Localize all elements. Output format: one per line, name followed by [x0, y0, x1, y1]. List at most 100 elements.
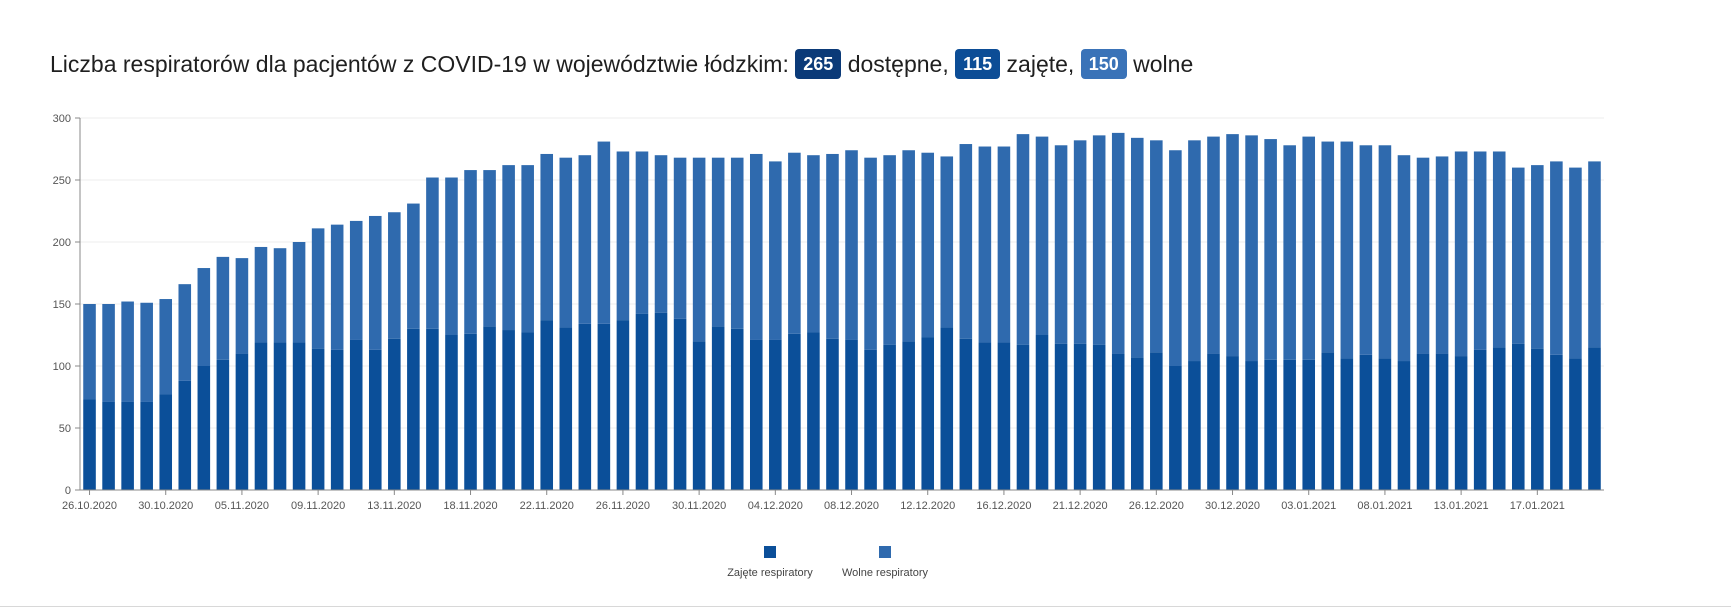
bar-free — [597, 141, 611, 324]
x-tick-label: 13.01.2021 — [1434, 500, 1489, 512]
bar-occupied — [1150, 352, 1163, 490]
grid-lines — [80, 117, 1604, 429]
bar-occupied — [807, 332, 820, 490]
bar-free — [483, 170, 496, 327]
bar-occupied — [597, 323, 611, 490]
bar-occupied — [559, 327, 573, 490]
bar-occupied — [1569, 358, 1582, 490]
bar-free — [102, 304, 115, 402]
bar-occupied — [1321, 352, 1335, 490]
bar-occupied — [616, 320, 630, 490]
x-tick-label: 09.11.2020 — [291, 500, 345, 512]
bar-free — [1473, 151, 1487, 350]
bar-occupied — [1016, 344, 1030, 490]
bar-free — [1016, 134, 1030, 345]
bar-occupied — [959, 338, 973, 490]
x-tick-label: 16.12.2020 — [976, 500, 1031, 512]
bar-free — [1511, 167, 1525, 344]
bar-free — [1073, 140, 1087, 344]
y-tick-label: 200 — [53, 237, 71, 249]
chart-title: Liczba respiratorów dla pacjentów z COVI… — [50, 44, 1193, 84]
bar-occupied — [1169, 366, 1182, 490]
bar-free — [1035, 136, 1049, 335]
bar-free — [1283, 145, 1296, 360]
bar-free — [1397, 155, 1411, 362]
bar-free — [1245, 135, 1258, 362]
bar-free — [883, 155, 896, 345]
bar-occupied — [388, 338, 401, 490]
y-tick-label: 150 — [53, 299, 71, 311]
y-tick-label: 50 — [59, 423, 71, 435]
bar-free — [692, 157, 706, 342]
bar-free — [254, 246, 268, 343]
bar-occupied — [140, 401, 153, 490]
y-tick-label: 0 — [65, 485, 71, 497]
bar-free — [140, 302, 153, 402]
bar-free — [711, 157, 725, 327]
bars — [83, 132, 1601, 490]
bar-free — [121, 301, 134, 402]
bar-occupied — [483, 326, 496, 490]
bottom-divider — [0, 606, 1731, 607]
free-count-badge: 150 — [1080, 49, 1127, 79]
bar-free — [1378, 145, 1392, 359]
bar-free — [978, 146, 992, 343]
bar-free — [1111, 132, 1125, 354]
y-tick-label: 300 — [53, 113, 71, 125]
bar-occupied — [826, 338, 839, 490]
bar-occupied — [102, 401, 115, 490]
available-count-badge: 265 — [795, 49, 842, 79]
bar-free — [1130, 137, 1144, 358]
x-tick-label: 13.11.2020 — [367, 500, 421, 512]
bar-occupied — [1130, 357, 1144, 490]
bar-free — [216, 256, 230, 360]
axes: 0 50 100 150 200 250 300 26.10.2020 30.10.2020 05… — [53, 113, 1604, 512]
bar-free — [673, 157, 687, 319]
bar-free — [1169, 150, 1182, 366]
bar-free — [1054, 145, 1068, 344]
bar-free — [654, 155, 668, 313]
bar-free — [578, 155, 592, 324]
bar-free — [559, 157, 573, 328]
bar-occupied — [654, 312, 668, 490]
bar-occupied — [578, 323, 592, 490]
occupied-label: zajęte, — [1006, 51, 1075, 77]
bar-free — [902, 150, 915, 342]
y-tick-label: 250 — [53, 175, 71, 187]
x-tick-label: 26.12.2020 — [1129, 500, 1184, 512]
bar-occupied — [921, 337, 935, 490]
bar-free — [997, 146, 1011, 343]
bar-free — [330, 224, 344, 350]
bar-occupied — [864, 349, 877, 490]
legend-label: Wolne respiratory — [842, 567, 928, 579]
bar-free — [788, 152, 801, 334]
bar-free — [730, 157, 744, 329]
bar-free — [921, 152, 935, 338]
bar-occupied — [902, 341, 915, 490]
bar-free — [826, 153, 839, 339]
bar-occupied — [368, 349, 382, 490]
bar-occupied — [1435, 353, 1449, 490]
bar-occupied — [502, 330, 515, 490]
bar-free — [1150, 140, 1163, 353]
bar-free — [368, 215, 382, 350]
bar-occupied — [1511, 343, 1525, 490]
bar-occupied — [121, 401, 134, 490]
bar-occupied — [1035, 335, 1049, 490]
bar-occupied — [1492, 347, 1506, 490]
x-tick-label: 17.01.2021 — [1510, 500, 1565, 512]
bar-occupied — [1302, 359, 1316, 490]
bar-free — [83, 304, 96, 400]
bar-occupied — [1283, 359, 1296, 490]
bar-free — [1454, 151, 1468, 357]
bar-occupied — [216, 359, 230, 490]
bar-free — [464, 170, 477, 334]
bar-free — [1302, 136, 1316, 360]
bar-free — [1492, 151, 1506, 348]
bar-occupied — [749, 339, 763, 490]
bar-free — [1531, 165, 1544, 349]
bar-occupied — [1531, 348, 1544, 490]
legend: Zajęte respiratory Wolne respiratory — [727, 546, 928, 579]
bar-occupied — [1473, 349, 1487, 490]
bar-free — [1569, 167, 1582, 359]
